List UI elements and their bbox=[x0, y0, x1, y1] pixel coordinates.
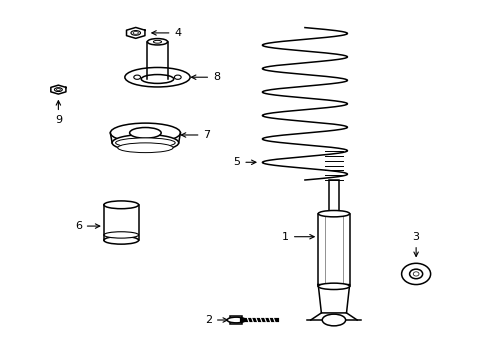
Ellipse shape bbox=[103, 232, 138, 238]
Bar bbox=[328, 180, 339, 214]
Text: 4: 4 bbox=[151, 28, 181, 38]
Ellipse shape bbox=[147, 76, 167, 82]
Ellipse shape bbox=[54, 88, 62, 91]
Ellipse shape bbox=[401, 263, 430, 284]
Text: 2: 2 bbox=[204, 315, 227, 325]
Text: 9: 9 bbox=[55, 101, 62, 125]
Text: 7: 7 bbox=[181, 130, 210, 140]
Ellipse shape bbox=[118, 143, 173, 153]
Ellipse shape bbox=[141, 75, 173, 84]
Text: 3: 3 bbox=[412, 232, 419, 256]
Ellipse shape bbox=[226, 317, 245, 323]
Ellipse shape bbox=[174, 75, 181, 79]
Ellipse shape bbox=[103, 201, 138, 209]
Text: 5: 5 bbox=[233, 157, 255, 167]
Ellipse shape bbox=[318, 211, 349, 217]
Ellipse shape bbox=[318, 283, 349, 289]
Ellipse shape bbox=[124, 67, 190, 87]
Bar bbox=[229, 316, 242, 324]
Ellipse shape bbox=[129, 127, 161, 138]
Ellipse shape bbox=[110, 123, 180, 143]
Ellipse shape bbox=[322, 314, 345, 326]
Ellipse shape bbox=[131, 31, 140, 35]
Text: 1: 1 bbox=[282, 232, 314, 242]
Ellipse shape bbox=[147, 39, 167, 45]
Text: 8: 8 bbox=[191, 72, 220, 82]
Ellipse shape bbox=[409, 269, 422, 279]
Ellipse shape bbox=[112, 135, 178, 151]
Ellipse shape bbox=[115, 138, 175, 148]
Text: 6: 6 bbox=[75, 221, 100, 231]
Ellipse shape bbox=[134, 75, 140, 79]
Ellipse shape bbox=[103, 237, 138, 244]
